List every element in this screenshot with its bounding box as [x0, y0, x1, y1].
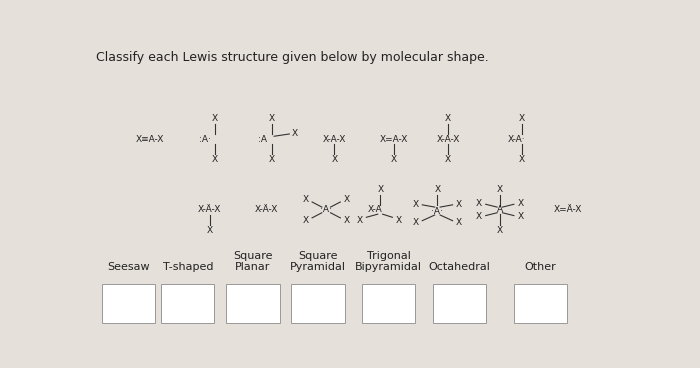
Text: X: X: [434, 185, 440, 194]
Text: ·A·: ·A·: [431, 207, 443, 216]
Text: X-Ä-X: X-Ä-X: [255, 205, 278, 215]
Text: X: X: [445, 155, 452, 164]
Text: X: X: [302, 216, 309, 225]
Text: Square
Planar: Square Planar: [233, 251, 273, 272]
Text: X: X: [456, 218, 462, 227]
Text: X: X: [412, 218, 419, 227]
Text: X: X: [269, 114, 275, 123]
Text: :A: :A: [258, 135, 267, 144]
Text: X-A-X: X-A-X: [323, 135, 346, 144]
FancyBboxPatch shape: [433, 284, 486, 323]
Text: X: X: [476, 212, 482, 221]
Text: :A·: :A·: [199, 135, 211, 144]
Text: X: X: [357, 216, 363, 225]
Text: X: X: [519, 155, 524, 164]
Text: X: X: [517, 212, 524, 221]
Text: X: X: [517, 199, 524, 208]
Text: X: X: [412, 200, 419, 209]
Text: X-A-X: X-A-X: [437, 135, 460, 144]
Text: X: X: [269, 155, 275, 164]
FancyBboxPatch shape: [514, 284, 567, 323]
FancyBboxPatch shape: [291, 284, 344, 323]
Text: X: X: [292, 129, 298, 138]
Text: Seesaw: Seesaw: [107, 262, 150, 272]
Text: X: X: [519, 114, 524, 123]
Text: X: X: [212, 114, 218, 123]
Text: Octahedral: Octahedral: [428, 262, 490, 272]
Text: T-shaped: T-shaped: [162, 262, 213, 272]
FancyBboxPatch shape: [226, 284, 279, 323]
Text: A: A: [497, 205, 503, 215]
FancyBboxPatch shape: [362, 284, 415, 323]
Text: X: X: [497, 226, 503, 235]
Text: X-A·: X-A·: [508, 135, 525, 144]
Text: Square
Pyramidal: Square Pyramidal: [290, 251, 346, 272]
FancyBboxPatch shape: [102, 284, 155, 323]
Text: X-Ä-X: X-Ä-X: [198, 205, 221, 215]
Text: Other: Other: [524, 262, 556, 272]
Text: X: X: [377, 185, 384, 194]
Text: X: X: [445, 114, 452, 123]
Text: X-A: X-A: [368, 205, 382, 215]
Text: X: X: [302, 195, 309, 204]
Text: X: X: [331, 155, 337, 164]
Text: X: X: [212, 155, 218, 164]
Text: X=A-X: X=A-X: [380, 135, 408, 144]
Text: X=Ä-X: X=Ä-X: [554, 205, 582, 215]
Text: Trigonal
Bipyramidal: Trigonal Bipyramidal: [355, 251, 422, 272]
Text: X: X: [344, 195, 350, 204]
Text: X: X: [391, 155, 397, 164]
Text: X: X: [395, 216, 401, 225]
Text: X: X: [206, 226, 213, 235]
FancyBboxPatch shape: [161, 284, 214, 323]
Text: X: X: [497, 185, 503, 194]
Text: ·A·: ·A·: [321, 205, 332, 215]
Text: X: X: [476, 199, 482, 208]
Text: X≡A-X: X≡A-X: [136, 135, 164, 144]
Text: Classify each Lewis structure given below by molecular shape.: Classify each Lewis structure given belo…: [96, 51, 489, 64]
Text: X: X: [456, 200, 462, 209]
Text: X: X: [344, 216, 350, 225]
